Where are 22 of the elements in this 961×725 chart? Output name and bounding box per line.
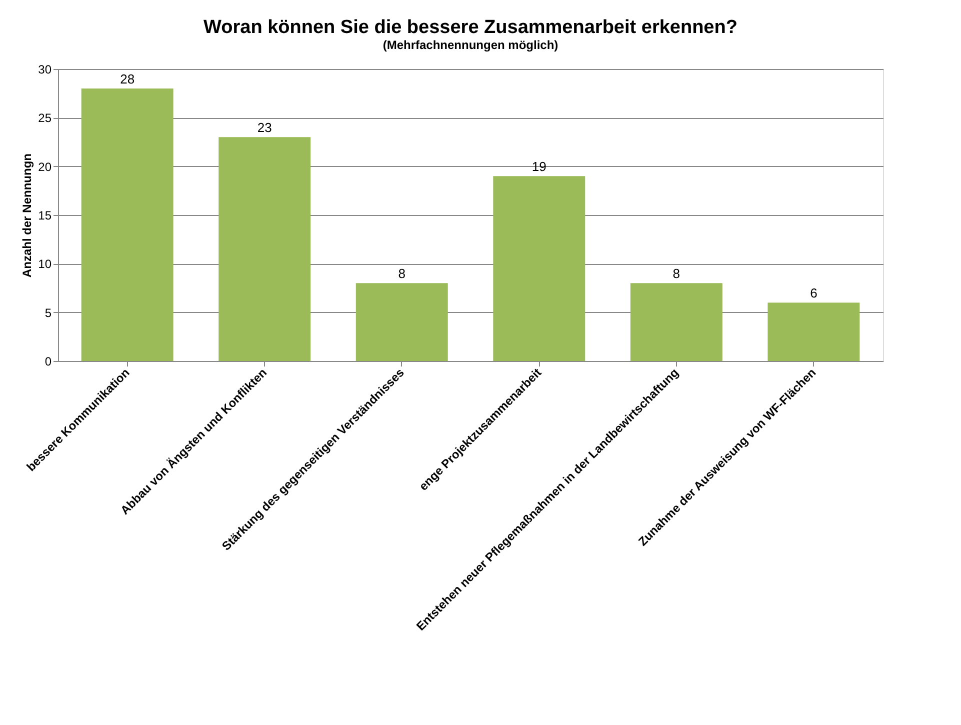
- y-tick-label: 20: [38, 160, 52, 174]
- data-label: 28: [120, 71, 135, 86]
- y-tick-label: 5: [44, 306, 52, 320]
- y-tick-label: 10: [38, 257, 52, 272]
- bar: [356, 283, 448, 361]
- data-label: 8: [672, 266, 680, 282]
- bar: [630, 283, 722, 361]
- y-tick-label: 25: [38, 111, 52, 126]
- y-tick-label: 30: [38, 62, 52, 76]
- chart-subtitle: (Mehrfachnennungen möglich): [382, 38, 558, 52]
- bar: [81, 88, 174, 361]
- y-tick-label: 0: [44, 354, 52, 368]
- data-label: 23: [257, 120, 272, 136]
- chart-title: Woran können Sie die bessere Zusammenarbeit erkennen?: [204, 17, 738, 38]
- bar: [768, 302, 860, 361]
- data-label: 8: [398, 266, 406, 282]
- data-label: 19: [532, 159, 546, 174]
- bar: [493, 176, 586, 361]
- bar: [218, 137, 311, 361]
- y-tick-label: 15: [38, 208, 52, 222]
- data-label: 6: [810, 286, 818, 301]
- y-axis-title: Anzahl der Nennungn: [20, 154, 34, 278]
